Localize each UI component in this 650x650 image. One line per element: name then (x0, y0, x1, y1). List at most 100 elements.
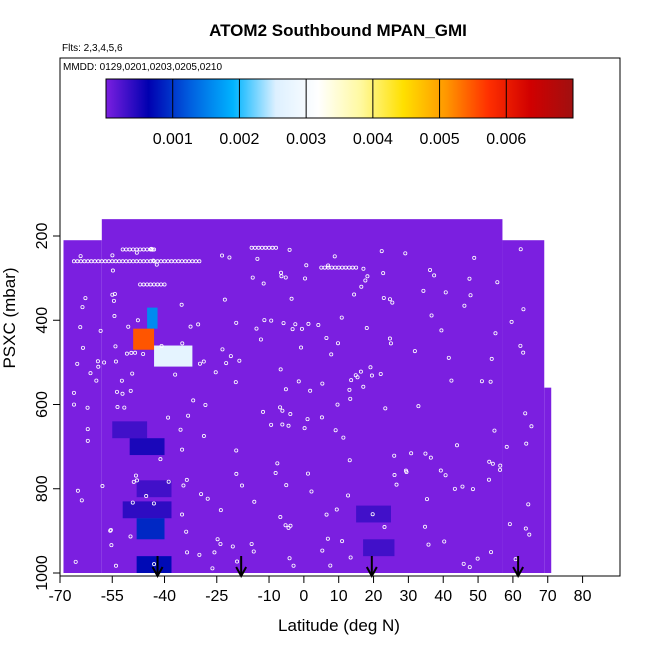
sample-point (363, 278, 368, 283)
sample-point (83, 296, 88, 301)
sample-point (213, 370, 218, 375)
sample-point (197, 259, 202, 264)
flight-arrow-head (365, 566, 378, 579)
colorbar: 0.001 0.002 0.003 0.004 0.005 0.006 (105, 78, 574, 148)
sample-point (452, 486, 457, 491)
sample-point (284, 483, 289, 488)
sample-point (493, 331, 498, 336)
sample-point (424, 497, 429, 502)
x-tick-label: 60 (504, 588, 522, 605)
sample-point (339, 315, 344, 320)
sample-point (475, 556, 480, 561)
colorbar-tick-label: 0.002 (219, 131, 259, 148)
sample-point (479, 379, 484, 384)
x-tick-label: -10 (257, 588, 280, 605)
sample-point (180, 512, 185, 517)
heatmap-background (502, 240, 545, 573)
sample-point (421, 288, 426, 293)
sample-point (403, 468, 408, 473)
sample-point (111, 298, 116, 303)
sample-point (326, 263, 331, 268)
sample-point (124, 351, 129, 356)
sample-point (335, 402, 340, 407)
sample-point (378, 371, 383, 376)
sample-point (95, 359, 100, 364)
sample-point (332, 254, 337, 259)
sample-point (85, 405, 90, 410)
sample-point (361, 266, 366, 271)
sample-point (488, 379, 493, 384)
colorbar-tick-label: 0.006 (486, 131, 526, 148)
sample-point (382, 525, 387, 530)
sample-point (383, 406, 388, 411)
sample-point (348, 555, 353, 560)
sample-point (316, 323, 321, 328)
y-tick-label: 600 (34, 391, 51, 418)
sample-point (429, 313, 434, 318)
sample-point (443, 290, 448, 295)
x-tick-label: 30 (399, 588, 417, 605)
sample-point (114, 389, 119, 394)
heatmap-field (63, 219, 552, 573)
sample-point (212, 550, 217, 555)
sample-point (215, 537, 220, 542)
sample-point (470, 487, 475, 492)
heatmap-background (544, 387, 552, 573)
sample-point (85, 438, 90, 443)
sample-point (486, 477, 491, 482)
flight-arrows (151, 556, 525, 579)
sample-point (305, 417, 310, 422)
sample-point (254, 326, 259, 331)
heatmap-cell (136, 556, 172, 573)
sample-point (108, 528, 113, 533)
sample-point (306, 321, 311, 326)
sample-point (288, 523, 293, 528)
sample-point (472, 255, 477, 260)
colorbar-tick-label: 0.005 (420, 131, 460, 148)
sample-point (308, 388, 313, 393)
heatmap-cell (136, 518, 165, 540)
sample-point (126, 324, 131, 329)
sample-point (72, 402, 77, 407)
sample-point (71, 390, 76, 395)
sample-point (529, 424, 534, 429)
sample-point (113, 344, 118, 349)
sample-point (255, 256, 260, 261)
sample-point (409, 451, 414, 456)
sample-point (492, 428, 497, 433)
sample-point (128, 388, 133, 393)
sample-point (518, 247, 523, 252)
colorbar-gradient (105, 78, 574, 119)
sample-point (428, 455, 433, 460)
sample-point (302, 426, 307, 431)
sample-point (224, 361, 229, 366)
x-tick-label: -70 (48, 588, 71, 605)
sample-point (235, 559, 240, 564)
sample-point (162, 282, 167, 287)
sample-point (237, 358, 242, 363)
sample-point (387, 297, 392, 302)
sample-point (230, 544, 235, 549)
sample-point (112, 314, 117, 319)
sample-point (428, 267, 433, 272)
sample-point (340, 539, 345, 544)
sample-point (329, 352, 334, 357)
sample-point (280, 408, 285, 413)
sample-point (467, 565, 472, 570)
sample-point (489, 356, 494, 361)
y-tick-label: 200 (34, 223, 51, 250)
sample-point (304, 263, 309, 268)
sample-point (75, 488, 80, 493)
sample-point (461, 561, 466, 566)
sample-point (108, 528, 113, 533)
sample-point (526, 502, 531, 507)
sample-point (184, 529, 189, 534)
sample-point (283, 275, 288, 280)
sample-point (218, 541, 223, 546)
sample-point (180, 341, 185, 346)
sample-point (197, 361, 202, 366)
x-tick-label: -40 (153, 588, 176, 605)
sample-point (94, 378, 99, 383)
flights-label: Flts: 2,3,4,5,6 (62, 43, 123, 54)
